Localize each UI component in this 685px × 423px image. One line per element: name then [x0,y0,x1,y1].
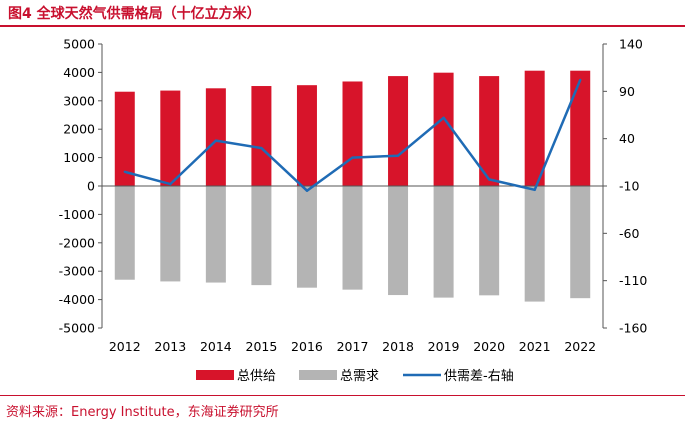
right-tick-label: -160 [619,321,647,336]
x-tick-label-2016: 2016 [291,339,323,354]
demand-bar-2018 [388,186,409,296]
demand-bar-2015 [251,186,272,286]
x-tick-label-2013: 2013 [154,339,186,354]
supply-bar-2012 [114,91,135,186]
supply-bar-2021 [524,70,545,186]
gap-point-2012 [123,170,126,173]
x-tick-label-2021: 2021 [519,339,551,354]
gap-point-2016 [305,189,309,192]
demand-bar-2022 [570,186,591,299]
supply-bar-2015 [251,86,272,186]
left-tick-label: 5000 [63,37,95,52]
x-tick-label-2022: 2022 [564,339,596,354]
right-tick-label: -60 [619,226,639,241]
supply-bar-2013 [160,90,181,186]
legend-swatch-0 [196,370,234,380]
gap-point-2022 [579,78,582,82]
source-rule [0,395,685,396]
supply-bar-2018 [388,76,409,186]
supply-bar-2019 [433,72,454,186]
x-tick-label-2018: 2018 [382,339,414,354]
x-tick-label-2012: 2012 [109,339,141,354]
demand-bar-2016 [296,186,317,288]
gap-point-2021 [533,188,536,191]
right-tick-label: -110 [619,273,647,288]
left-tick-label: -4000 [59,292,95,307]
supply-bar-2014 [205,88,226,186]
left-tick-label: 1000 [63,150,95,165]
left-tick-label: -3000 [59,264,95,279]
left-tick-label: -5000 [59,321,95,336]
legend-label-0: 总供给 [237,369,276,384]
right-tick-label: 90 [619,84,635,99]
demand-bar-2013 [160,186,181,282]
legend-label-2: 供需差-右轴 [444,369,514,384]
demand-bar-2020 [479,186,500,296]
right-tick-label: 40 [619,131,635,146]
gap-point-2020 [487,178,491,181]
x-tick-label-2015: 2015 [246,339,278,354]
demand-bar-2019 [433,186,454,298]
demand-bar-2017 [342,186,363,290]
left-tick-label: 0 [87,179,95,194]
gap-point-2014 [214,139,218,142]
demand-bar-2012 [114,186,135,280]
gap-point-2018 [396,154,400,157]
legend-swatch-1 [299,370,337,380]
x-tick-label-2014: 2014 [200,339,232,354]
left-tick-label: 2000 [63,122,95,137]
figure-title: 图4 全球天然气供需格局（十亿立方米） [8,6,261,22]
x-tick-label-2019: 2019 [428,339,460,354]
gap-point-2017 [351,156,354,159]
left-tick-label: 4000 [63,65,95,80]
left-tick-label: -2000 [59,235,95,250]
supply-bar-2017 [342,81,363,186]
supply-bar-2016 [296,85,317,186]
demand-bar-2021 [524,186,545,302]
supply-bar-2022 [570,70,591,186]
gap-point-2013 [169,182,172,186]
left-tick-label: 3000 [63,93,95,108]
title-rule [0,25,685,27]
gap-point-2015 [260,146,263,150]
gap-point-2019 [442,116,445,120]
legend-label-1: 总需求 [340,369,379,384]
left-tick-label: -1000 [59,207,95,222]
right-tick-label: -10 [619,179,639,194]
demand-bar-2014 [205,186,226,283]
x-tick-label-2020: 2020 [473,339,505,354]
x-tick-label-2017: 2017 [337,339,369,354]
right-tick-label: 140 [619,37,643,52]
supply-bar-2020 [479,76,500,186]
source-note: 资料来源：Energy Institute，东海证券研究所 [6,405,279,420]
